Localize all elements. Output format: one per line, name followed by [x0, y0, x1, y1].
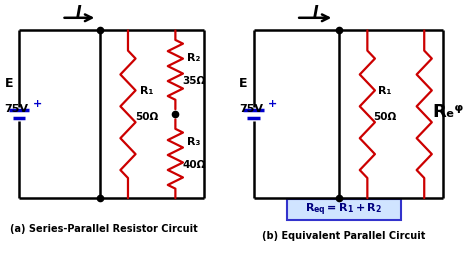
Text: (b) Equivalent Parallel Circuit: (b) Equivalent Parallel Circuit: [262, 231, 425, 241]
Text: 40Ω: 40Ω: [182, 160, 206, 170]
Text: Rₑᵠ: Rₑᵠ: [432, 103, 464, 121]
Text: R₂: R₂: [187, 53, 201, 64]
Text: 75V: 75V: [5, 104, 29, 114]
Text: 75V: 75V: [239, 104, 264, 114]
Text: (a) Series-Parallel Resistor Circuit: (a) Series-Parallel Resistor Circuit: [10, 224, 198, 234]
Text: E: E: [5, 77, 13, 90]
Text: 50Ω: 50Ω: [373, 112, 396, 122]
Text: R₁: R₁: [378, 86, 391, 97]
FancyBboxPatch shape: [287, 199, 401, 220]
Text: 35Ω: 35Ω: [182, 76, 206, 86]
Text: I: I: [312, 5, 318, 20]
Text: R₃: R₃: [187, 137, 201, 147]
Text: 50Ω: 50Ω: [135, 112, 158, 122]
Text: $\mathbf{R_{eq}=R_1+R_2}$: $\mathbf{R_{eq}=R_1+R_2}$: [305, 201, 382, 218]
Text: E: E: [239, 77, 248, 90]
Text: I: I: [75, 5, 81, 20]
Text: +: +: [33, 99, 43, 109]
Text: R₁: R₁: [140, 86, 153, 97]
Text: +: +: [268, 99, 277, 109]
